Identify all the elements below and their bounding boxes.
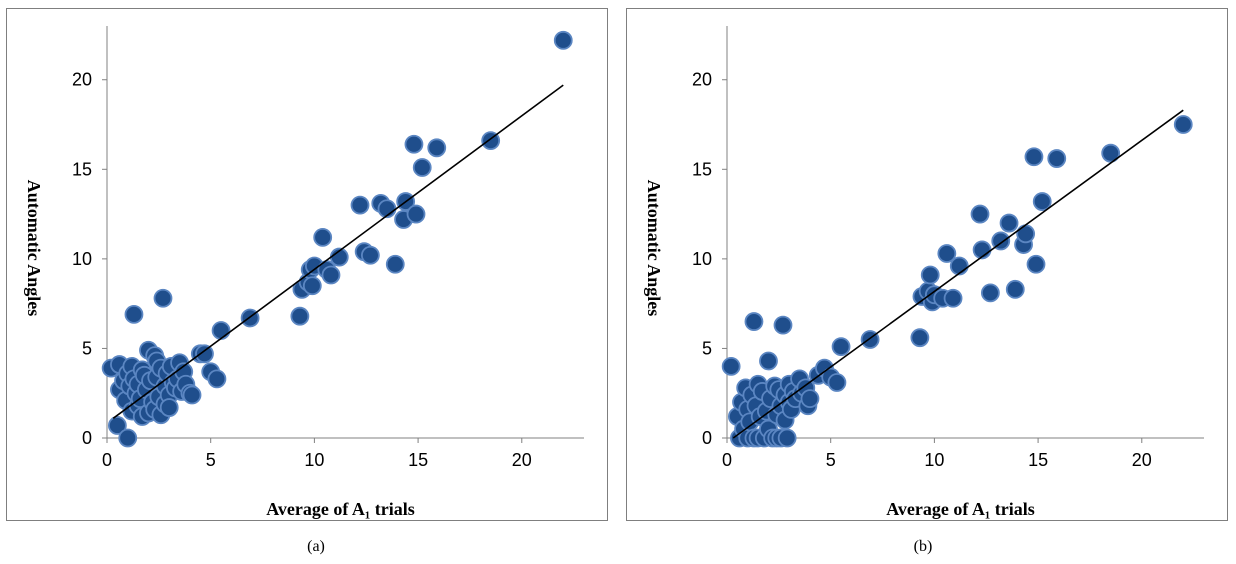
y-axis-title: Automatic Angles — [644, 180, 664, 317]
data-point — [910, 328, 930, 348]
data-point — [404, 134, 424, 154]
x-tick-label: 15 — [408, 450, 428, 470]
figure-caption-a: (a) — [307, 538, 325, 555]
data-point — [313, 227, 333, 247]
data-point — [943, 288, 963, 308]
data-point — [385, 254, 405, 274]
trend-line — [112, 84, 564, 419]
y-tick-label: 5 — [702, 338, 712, 358]
data-point — [107, 416, 127, 435]
data-point — [406, 204, 426, 224]
data-point — [302, 276, 322, 296]
data-point — [350, 195, 370, 215]
x-axis-title: Average of A₁ trials — [886, 499, 1035, 519]
x-tick-label: 10 — [924, 450, 944, 470]
scatter-chart-b: 0 5 10 15 20 0 5 10 15 20 Average of A₁ trials Auto… — [626, 8, 1228, 521]
data-point — [207, 369, 227, 389]
data-point — [360, 245, 380, 265]
y-tick-label: 0 — [82, 428, 92, 448]
data-point — [1005, 279, 1025, 299]
data-point — [1026, 254, 1046, 274]
y-axis-title: Automatic Angles — [24, 180, 44, 317]
x-tick-label: 0 — [102, 450, 112, 470]
data-point — [920, 265, 940, 285]
data-point — [800, 389, 820, 408]
data-point — [721, 356, 741, 376]
data-point — [991, 231, 1011, 251]
chart-panel-a: 0 5 10 15 20 0 5 10 15 20 Average of A₁ trials Auto… — [6, 8, 608, 521]
data-point — [937, 244, 957, 263]
data-point — [1032, 192, 1052, 211]
x-tick-label: 5 — [826, 450, 836, 470]
data-point — [744, 312, 764, 331]
data-point — [980, 283, 1000, 303]
data-point — [777, 428, 797, 448]
data-point — [827, 373, 847, 392]
scatter-chart-a: 0 5 10 15 20 0 5 10 15 20 Average of A₁ trials Auto… — [6, 8, 608, 521]
x-tick-label: 10 — [304, 450, 324, 470]
data-point — [949, 256, 969, 276]
data-point — [773, 315, 793, 335]
data-point — [427, 138, 447, 158]
data-point — [211, 321, 231, 340]
data-point — [290, 306, 310, 326]
chart-panel-b: 0 5 10 15 20 0 5 10 15 20 Average of A₁ trials Auto… — [626, 8, 1228, 521]
data-point — [195, 344, 214, 364]
data-point — [321, 265, 341, 285]
data-point — [831, 337, 851, 357]
data-point — [1016, 224, 1036, 244]
y-tick-label: 10 — [72, 249, 92, 269]
figure-caption-b: (b) — [913, 538, 933, 555]
y-tick-label: 0 — [702, 428, 712, 448]
x-tick-label: 20 — [1132, 450, 1152, 470]
y-tick-label: 5 — [82, 338, 92, 358]
data-point — [1024, 147, 1044, 167]
data-point — [153, 288, 173, 308]
x-axis-title: Average of A₁ trials — [266, 499, 415, 519]
y-tick-label: 20 — [692, 70, 712, 90]
data-point — [759, 351, 778, 371]
trend-line — [732, 109, 1184, 439]
y-tick-label: 10 — [692, 249, 712, 269]
y-tick-label: 15 — [692, 159, 712, 179]
y-tick-label: 15 — [72, 159, 92, 179]
data-point — [970, 204, 990, 224]
data-point — [1173, 115, 1193, 134]
x-tick-label: 20 — [512, 450, 532, 470]
chart-frame — [626, 8, 1228, 521]
data-point — [999, 213, 1019, 233]
x-tick-label: 0 — [722, 450, 732, 470]
data-point — [159, 398, 179, 417]
x-tick-label: 15 — [1028, 450, 1048, 470]
data-point — [1047, 149, 1067, 168]
data-point — [182, 385, 202, 405]
y-tick-label: 20 — [72, 70, 92, 90]
x-tick-label: 5 — [206, 450, 216, 470]
data-point — [118, 428, 138, 448]
chart-frame — [6, 8, 608, 521]
data-point — [412, 158, 432, 177]
data-point — [1101, 143, 1121, 163]
data-point — [124, 304, 144, 324]
data-point — [553, 30, 573, 50]
